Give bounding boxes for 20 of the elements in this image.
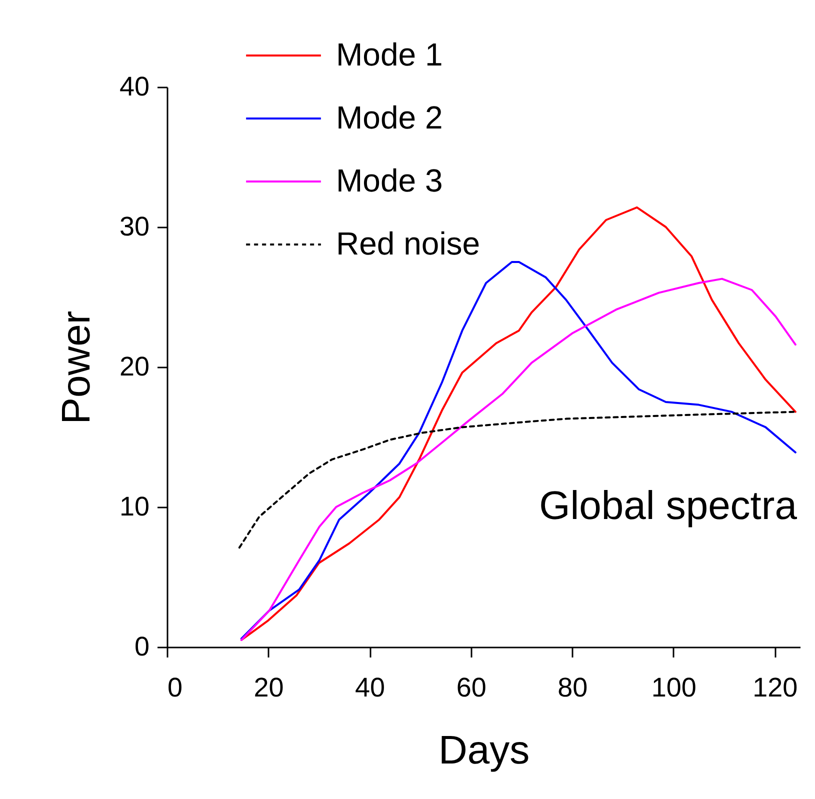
x-tick-label: 100 bbox=[651, 672, 696, 702]
x-tick-label: 20 bbox=[254, 672, 284, 702]
y-tick-label: 10 bbox=[119, 492, 150, 522]
y-tick-label: 20 bbox=[119, 352, 150, 382]
x-tick-label: 60 bbox=[456, 672, 486, 702]
x-tick-label: 80 bbox=[558, 672, 588, 702]
legend-label: Red noise bbox=[336, 226, 480, 262]
y-tick-label: 40 bbox=[119, 72, 150, 102]
legend-label: Mode 1 bbox=[336, 36, 443, 72]
x-tick-label: 120 bbox=[752, 672, 798, 702]
x-tick-label: 40 bbox=[355, 672, 386, 702]
legend-label: Mode 3 bbox=[336, 162, 443, 198]
y-tick-label: 30 bbox=[119, 212, 150, 242]
line-series bbox=[238, 410, 796, 549]
y-tick-label: 0 bbox=[134, 632, 150, 662]
x-axis-title: Days bbox=[438, 728, 530, 772]
annotation: Global spectra bbox=[539, 484, 798, 528]
legend-label: Mode 2 bbox=[336, 100, 443, 136]
x-tick-label: 0 bbox=[168, 672, 183, 702]
y-axis-title: Power bbox=[54, 310, 98, 424]
